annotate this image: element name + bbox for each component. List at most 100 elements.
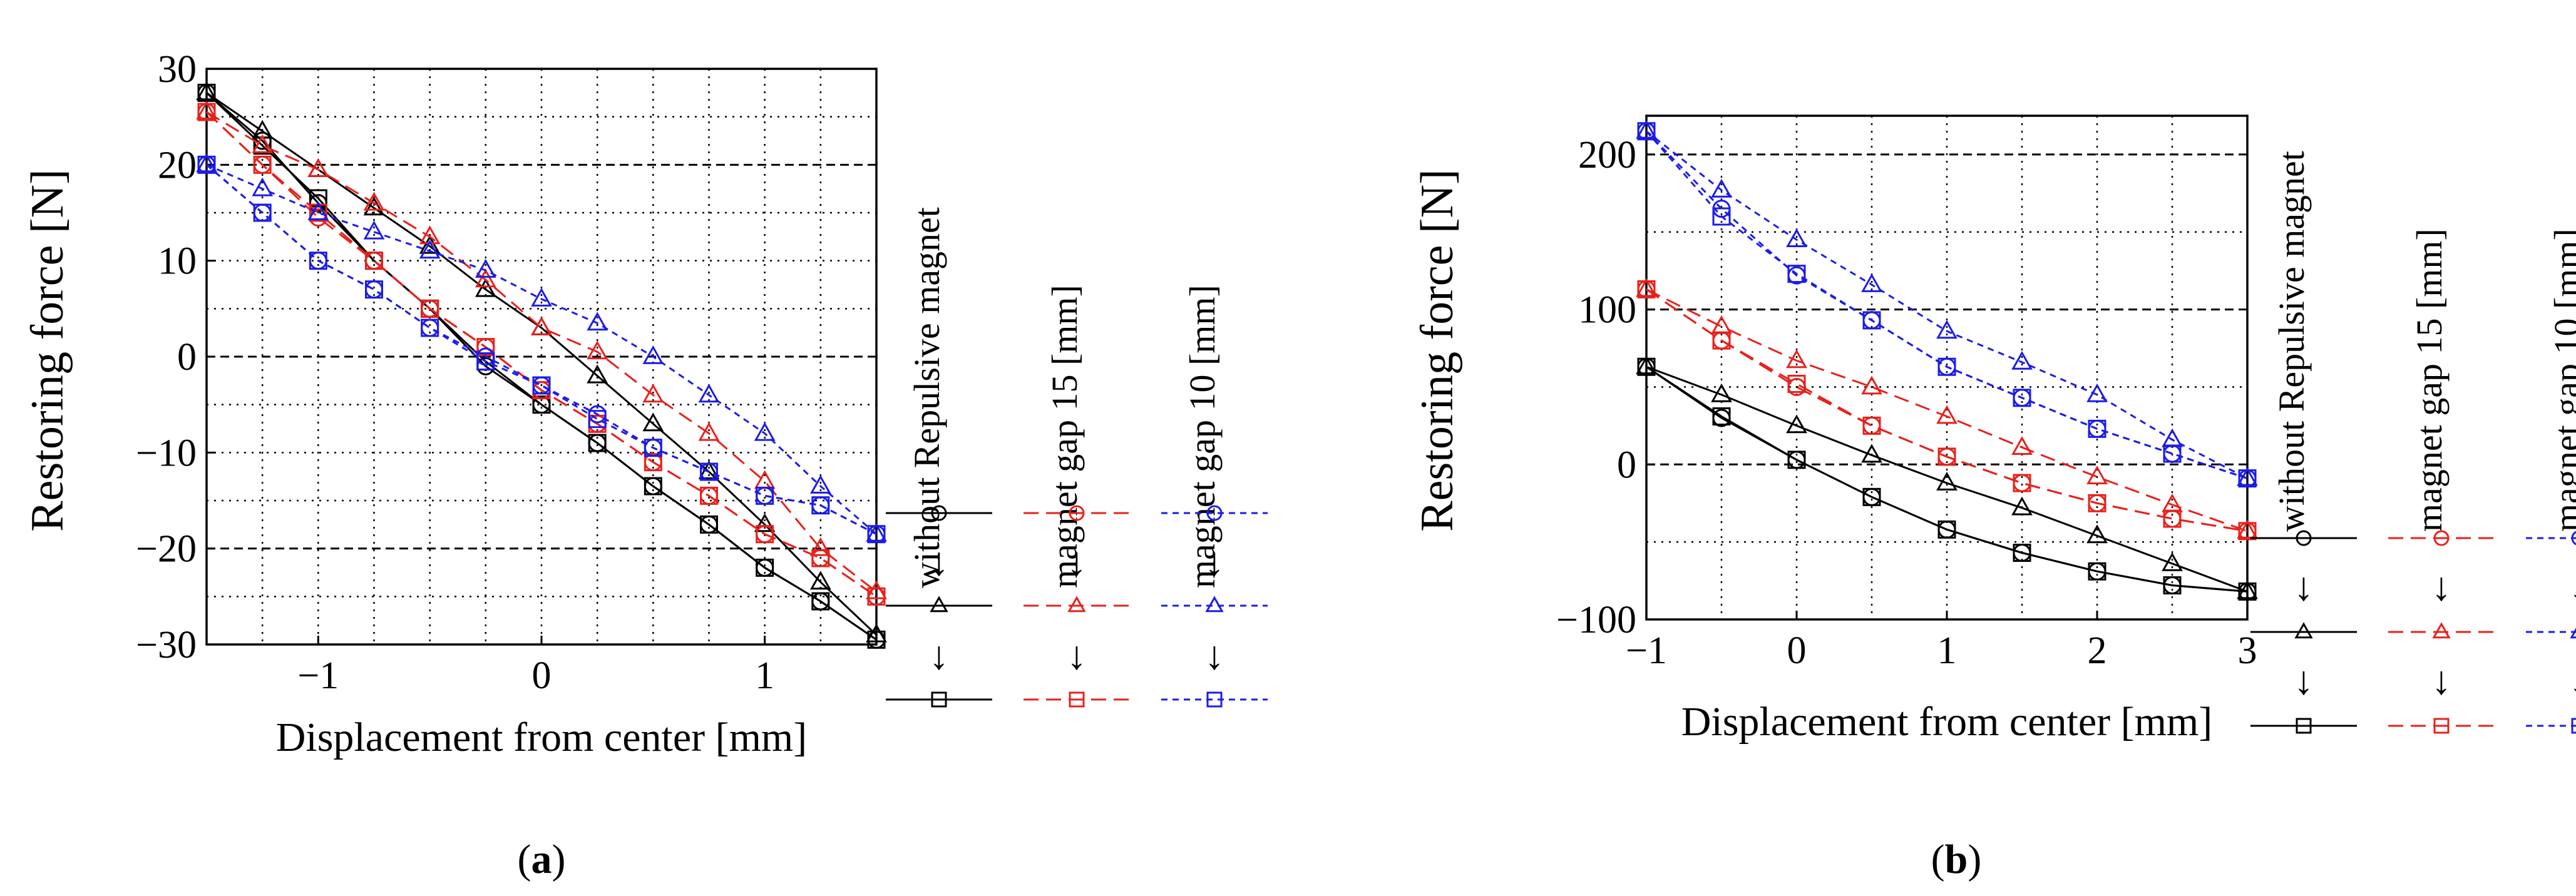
series-red-square — [197, 103, 886, 606]
data-point-square-marker — [1712, 331, 1731, 350]
data-point-square-marker — [1787, 265, 1806, 283]
data-point-triangle-marker — [196, 81, 217, 101]
legend-label: magnet gap 10 [mm] — [1182, 285, 1223, 588]
legend-a: without Repulsive magnet↓↓magnet gap 15 … — [886, 207, 1268, 708]
data-point-triangle-marker — [2237, 519, 2258, 539]
data-point-square-marker — [309, 189, 327, 208]
data-point-square-marker — [1712, 407, 1731, 426]
data-point-square-marker — [1937, 520, 1956, 539]
series-red-square — [1637, 280, 2257, 541]
legend-triangle-marker — [1205, 596, 1224, 613]
data-point-square-marker — [2013, 389, 2031, 407]
caption-close: ) — [1968, 837, 1981, 882]
data-point-square-marker — [756, 558, 774, 577]
data-point-triangle-marker — [2086, 383, 2108, 402]
data-point-square-marker — [700, 486, 718, 505]
data-point-triangle-marker — [1636, 278, 1657, 297]
data-point-square-marker — [253, 203, 272, 222]
data-point-triangle-marker — [1711, 383, 1732, 402]
y-tick-label: 0 — [177, 336, 197, 379]
caption-close: ) — [552, 837, 566, 882]
data-point-square-marker — [476, 352, 495, 371]
legend-square-marker — [1069, 691, 1085, 708]
data-point-triangle-marker — [196, 100, 217, 120]
data-point-triangle-marker — [1786, 228, 1807, 248]
data-point-square-marker — [1937, 357, 1956, 376]
data-point-triangle-marker — [307, 201, 329, 220]
data-point-square-marker — [1862, 416, 1881, 435]
data-point-square-marker — [644, 439, 662, 457]
data-point-square-marker — [700, 462, 718, 481]
panel-b: −100 0 100 200 −1 0 1 2 3 Displacement from cente… — [1412, 115, 2576, 882]
data-point-square-marker — [476, 338, 495, 357]
data-point-triangle-marker — [1861, 273, 1882, 292]
data-point-triangle-marker — [1636, 120, 1657, 139]
data-point-square-marker — [532, 395, 551, 414]
y-tick-label: 0 — [1617, 444, 1636, 486]
data-point-triangle-marker — [363, 196, 385, 216]
data-point-square-marker — [2088, 494, 2106, 512]
data-point-triangle-marker — [698, 384, 720, 403]
data-point-triangle-marker — [587, 364, 608, 384]
data-point-triangle-marker — [419, 235, 441, 254]
panel-caption: (b) — [1931, 837, 1982, 882]
data-point-triangle-marker — [642, 345, 664, 364]
data-point-square-marker — [1637, 357, 1656, 376]
data-point-square-marker — [2163, 509, 2182, 528]
data-point-square-marker — [532, 376, 551, 395]
legend-arrow: ↓ — [1204, 539, 1224, 584]
data-point-square-marker — [1637, 122, 1656, 141]
data-point-square-marker — [700, 515, 718, 534]
data-point-triangle-marker — [252, 177, 274, 196]
data-point-square-marker — [1712, 207, 1731, 226]
legend-triangle-marker — [2294, 622, 2313, 639]
data-point-triangle-marker — [809, 571, 831, 590]
data-point-triangle-marker — [2237, 580, 2258, 599]
data-point-triangle-marker — [642, 412, 664, 432]
legend-arrow: ↓ — [1067, 539, 1087, 584]
legend-arrow: ↓ — [1067, 633, 1087, 678]
data-point-triangle-marker — [642, 384, 664, 403]
data-point-square-marker — [2238, 582, 2257, 601]
legend-circle-marker — [2571, 531, 2576, 546]
x-tick-label: 0 — [532, 654, 552, 697]
legend-arrow: ↓ — [2294, 564, 2314, 609]
x-tick-label: 0 — [1787, 629, 1807, 672]
legend-circle-marker — [931, 505, 947, 521]
data-point-triangle-marker — [1936, 472, 1958, 491]
x-axis-label: Displacement from center [mm] — [276, 715, 808, 760]
series-line — [1645, 130, 2248, 480]
caption-open: ( — [518, 837, 531, 882]
data-point-square-marker — [2013, 474, 2031, 492]
data-point-square-marker — [1862, 311, 1881, 330]
legend-arrow: ↓ — [2431, 564, 2451, 609]
data-point-triangle-marker — [419, 240, 441, 259]
series-line — [1646, 365, 2248, 593]
series-line — [1646, 366, 2248, 593]
legend-square-marker — [2296, 718, 2312, 734]
legend-circle-marker — [1069, 505, 1085, 521]
data-point-triangle-marker — [1936, 405, 1958, 424]
data-point-triangle-marker — [307, 158, 329, 177]
data-point-triangle-marker — [866, 623, 887, 643]
series-black-square — [1637, 357, 2257, 601]
series-line — [206, 164, 877, 535]
x-tick-label: 2 — [2088, 629, 2107, 672]
data-point-triangle-marker — [809, 537, 831, 556]
data-point-triangle-marker — [2086, 466, 2108, 485]
data-point-square-marker — [588, 410, 607, 429]
data-point-triangle-marker — [1636, 355, 1657, 375]
data-point-square-marker — [867, 587, 886, 606]
series-line — [206, 111, 877, 593]
series-line — [1646, 288, 2248, 532]
data-point-triangle-marker — [2011, 436, 2033, 455]
y-tick-label: −10 — [136, 432, 197, 474]
data-point-triangle-marker — [2162, 552, 2183, 571]
series-blue-square — [197, 155, 886, 544]
x-tick-label: 1 — [755, 654, 774, 697]
data-point-triangle-marker — [1786, 349, 1807, 369]
y-axis-label: Restoring force [N] — [22, 169, 73, 531]
caption-letter: a — [531, 837, 552, 882]
